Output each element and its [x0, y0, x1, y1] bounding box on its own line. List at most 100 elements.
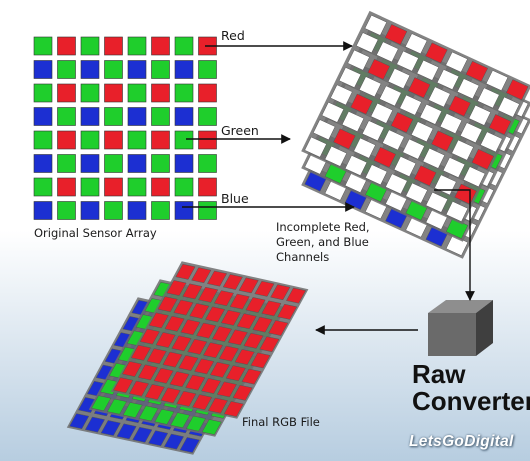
incomplete-red-cell	[379, 85, 402, 107]
sensor-cell-green	[80, 177, 100, 197]
incomplete-red-cell	[341, 111, 365, 132]
incomplete-red-cell	[393, 156, 417, 177]
final-green-cell	[100, 379, 121, 395]
sensor-cell-green	[198, 201, 217, 220]
incomplete-red-cell	[344, 155, 368, 176]
final-red-cell	[176, 390, 197, 407]
final-blue-cell	[78, 397, 99, 413]
final-red-cell	[286, 287, 307, 304]
incomplete-channels-stack	[301, 10, 530, 259]
final-red-cell	[222, 274, 243, 290]
label-incomplete-channels: Incomplete Red, Green, and Blue Channels	[276, 220, 370, 264]
incomplete-red-cell	[355, 32, 379, 54]
sensor-cell-red	[198, 130, 217, 150]
sensor-cell-red	[151, 177, 170, 197]
sensor-cell-green	[127, 36, 147, 56]
sensor-cell-red	[104, 177, 123, 197]
sensor-cell-green	[33, 36, 53, 56]
sensor-cell-blue	[80, 60, 100, 79]
sensor-cell-blue	[174, 201, 194, 220]
sensor-cell-green	[127, 177, 147, 197]
sensor-cell-blue	[33, 154, 53, 173]
sensor-cell-green	[127, 83, 147, 103]
final-red-cell	[157, 296, 178, 313]
incomplete-red-cell	[445, 201, 469, 222]
incomplete-red-cell	[347, 49, 370, 71]
incomplete-red-cell	[459, 122, 483, 144]
final-red-cell	[207, 270, 228, 287]
final-blue-cell	[84, 416, 105, 433]
final-red-cell	[171, 335, 192, 352]
final-red-cell	[182, 283, 203, 300]
incomplete-red-cell	[370, 102, 394, 124]
final-red-cell	[130, 344, 151, 361]
sensor-cell-green	[104, 154, 123, 173]
sensor-cell-red	[198, 83, 217, 103]
sensor-cell-red	[104, 130, 123, 150]
final-red-cell	[192, 394, 213, 411]
raw-converter-box-icon	[428, 300, 493, 356]
sensor-cell-green	[151, 154, 170, 173]
label-red: Red	[221, 28, 245, 43]
incomplete-red-cell	[324, 145, 348, 167]
final-red-cell	[164, 315, 185, 332]
final-red-cell	[203, 342, 224, 359]
sensor-cell-green	[174, 130, 194, 150]
incomplete-red-cell	[505, 79, 529, 101]
incomplete-red-cell	[471, 148, 495, 170]
final-red-cell	[207, 397, 228, 414]
sensor-cell-green	[33, 130, 53, 150]
incomplete-red-cell	[448, 95, 471, 117]
final-red-cell	[250, 352, 271, 369]
sensor-cell-red	[57, 177, 76, 197]
incomplete-red-cell	[364, 164, 388, 186]
sensor-cell-red	[57, 83, 76, 103]
incomplete-red-cell	[382, 129, 405, 151]
incomplete-red-cell	[373, 146, 397, 168]
incomplete-red-cell	[488, 114, 512, 135]
incomplete-red-cell	[364, 14, 388, 36]
incomplete-red-cell	[442, 157, 466, 178]
incomplete-red-cell	[497, 96, 520, 118]
final-red-cell	[173, 299, 194, 316]
sensor-cell-red	[151, 83, 170, 103]
final-red-cell	[252, 316, 273, 333]
sensor-cell-blue	[33, 60, 53, 79]
final-red-cell	[201, 378, 222, 394]
sensor-cell-green	[198, 60, 217, 79]
watermark-logo: LetsGoDigital	[409, 433, 514, 450]
sensor-cell-green	[57, 154, 76, 173]
final-red-cell	[218, 345, 239, 362]
final-red-cell	[232, 384, 253, 401]
sensor-cell-red	[151, 130, 170, 150]
sensor-cell-green	[151, 60, 170, 79]
final-blue-cell	[132, 426, 153, 443]
final-red-cell	[268, 320, 289, 336]
sensor-cell-green	[57, 107, 76, 126]
sensor-cell-green	[33, 83, 53, 103]
incomplete-red-cell	[376, 41, 399, 63]
incomplete-red-cell	[468, 104, 492, 126]
final-green-cell	[138, 405, 159, 422]
sensor-cell-red	[198, 177, 217, 197]
incomplete-red-cell	[439, 113, 463, 134]
incomplete-red-cell	[330, 84, 353, 106]
final-red-cell	[137, 364, 158, 381]
incomplete-red-cell	[396, 50, 419, 72]
sensor-cell-red	[57, 36, 76, 56]
final-red-cell	[229, 293, 250, 310]
label-raw-converter: Raw Converter	[412, 359, 530, 416]
incomplete-red-cell	[422, 147, 446, 169]
incomplete-red-cell	[425, 42, 448, 64]
sensor-cell-green	[127, 130, 147, 150]
incomplete-red-cell	[428, 86, 451, 108]
final-red-cell	[162, 351, 183, 368]
final-green-cell	[91, 395, 112, 412]
final-red-cell	[259, 336, 280, 353]
sensor-cell-red	[104, 36, 123, 56]
incomplete-red-cell	[419, 103, 443, 125]
incomplete-red-cell	[333, 128, 356, 150]
incomplete-red-cell	[413, 165, 437, 187]
label-green: Green	[221, 123, 259, 138]
incomplete-red-cell	[338, 67, 362, 88]
